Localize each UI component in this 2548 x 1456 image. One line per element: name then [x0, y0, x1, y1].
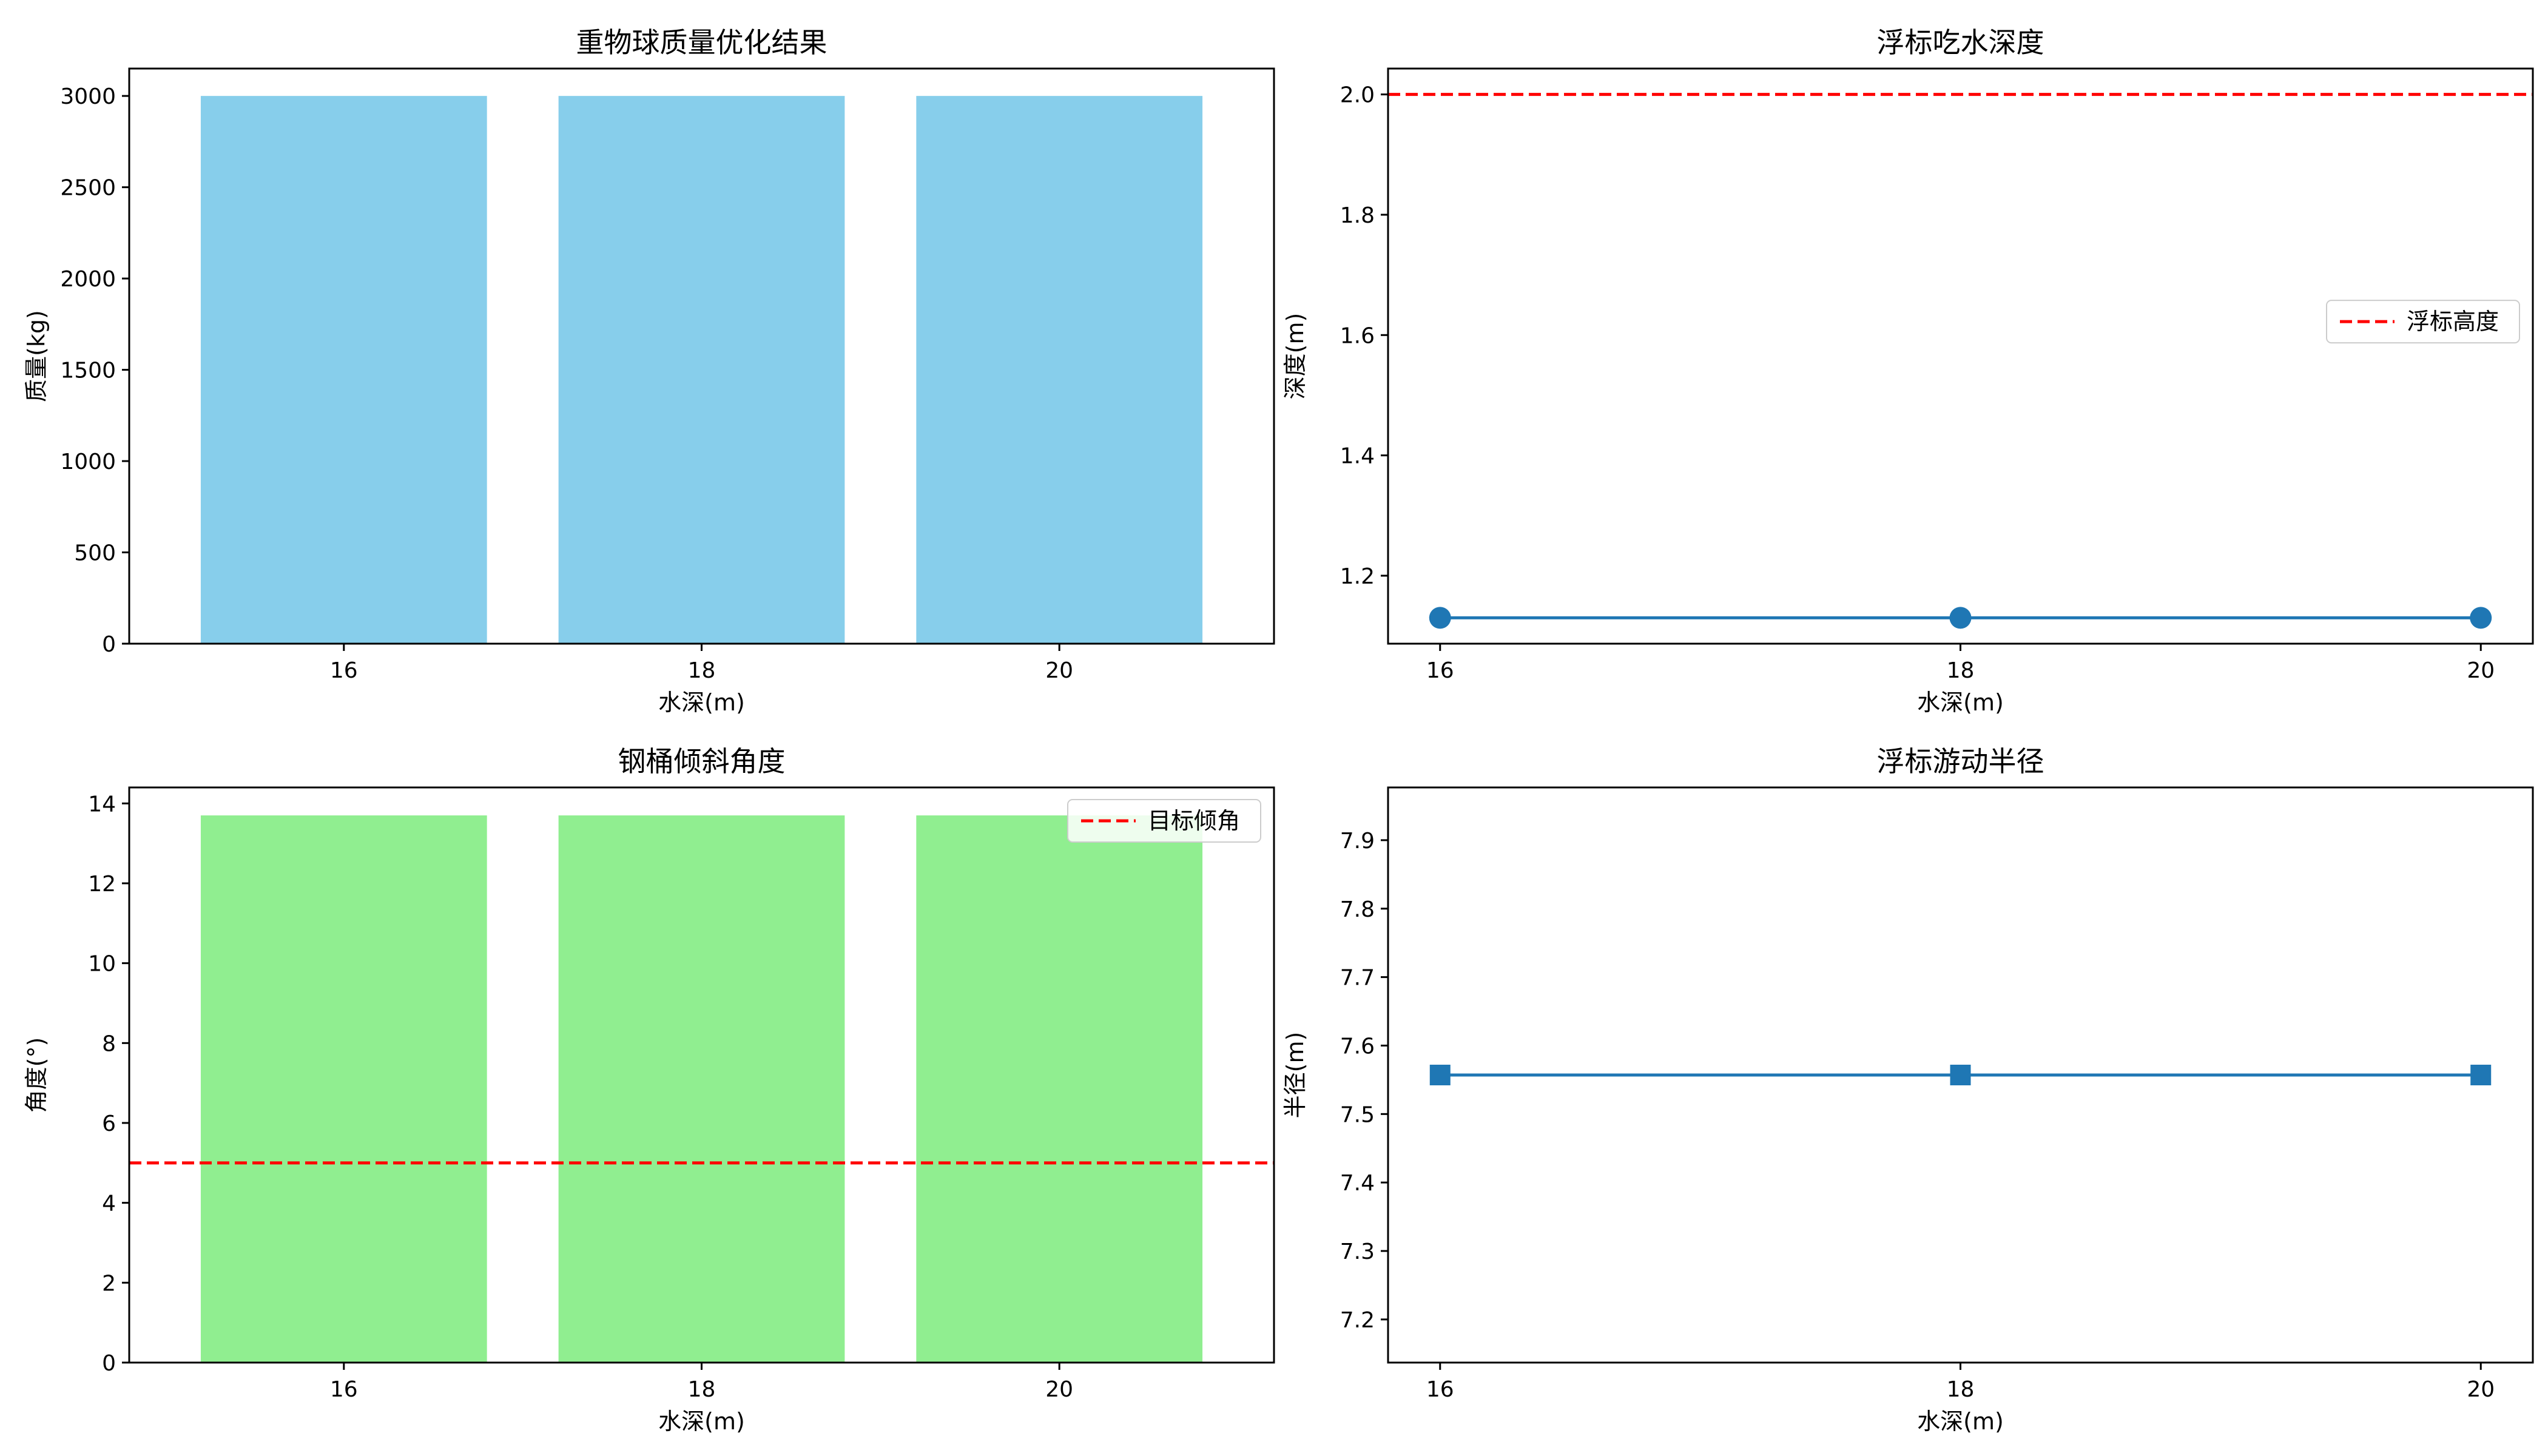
y-tick-label: 2000 — [60, 267, 116, 292]
data-point-20 — [2470, 1065, 2492, 1085]
y-tick-label: 7.3 — [1340, 1239, 1375, 1264]
x-tick-label: 20 — [1045, 658, 1073, 683]
bar-16 — [200, 96, 487, 644]
chart-panel-1: 0 500 1000 1500 2000 2500 3000 16 18 20 重物球质量优化结果水… — [23, 26, 1275, 716]
bar-20 — [916, 815, 1203, 1363]
data-point-18 — [1949, 607, 1972, 629]
legend: 目标倾角 — [1067, 799, 1261, 843]
x-tick-label: 18 — [688, 658, 716, 683]
x-axis-label: 水深(m) — [1917, 1408, 2004, 1435]
y-tick-label: 1.2 — [1340, 564, 1375, 589]
chart-title: 浮标吃水深度 — [1877, 26, 2044, 59]
y-axis-label: 半径(m) — [1282, 1032, 1309, 1119]
y-tick-label: 7.4 — [1340, 1171, 1375, 1196]
legend-label: 浮标高度 — [2407, 308, 2499, 335]
x-tick-label: 18 — [1947, 658, 1975, 683]
y-tick-label: 1.6 — [1340, 323, 1375, 348]
y-tick-label: 6 — [102, 1111, 116, 1136]
y-axis-label: 深度(m) — [1282, 313, 1309, 400]
data-point-18 — [1950, 1065, 1971, 1085]
y-axis-label: 角度(°) — [23, 1037, 50, 1113]
legend-label: 目标倾角 — [1148, 807, 1240, 834]
x-tick-label: 20 — [1045, 1377, 1073, 1402]
bar-16 — [200, 815, 487, 1363]
x-tick-label: 20 — [2467, 1377, 2495, 1402]
y-tick-label: 7.9 — [1340, 829, 1375, 854]
x-tick-label: 16 — [330, 658, 358, 683]
x-tick-label: 16 — [330, 1377, 358, 1402]
x-axis-label: 水深(m) — [658, 1408, 745, 1435]
x-axis-label: 水深(m) — [1917, 689, 2004, 716]
data-point-16 — [1429, 1065, 1451, 1085]
y-tick-label: 2.0 — [1340, 83, 1375, 108]
y-tick-label: 7.2 — [1340, 1308, 1375, 1333]
y-tick-label: 12 — [88, 872, 116, 897]
y-tick-label: 500 — [74, 541, 116, 566]
y-tick-label: 8 — [102, 1031, 116, 1056]
y-tick-label: 1.8 — [1340, 203, 1375, 228]
y-tick-label: 7.5 — [1340, 1102, 1375, 1127]
y-tick-label: 1500 — [60, 359, 116, 383]
chart-title: 钢桶倾斜角度 — [618, 745, 786, 778]
legend: 浮标高度 — [2326, 300, 2520, 344]
data-point-16 — [1429, 607, 1451, 629]
y-tick-label: 3000 — [60, 84, 116, 109]
chart-title: 重物球质量优化结果 — [576, 26, 827, 59]
chart-title: 浮标游动半径 — [1877, 745, 2044, 778]
y-axis-label: 质量(kg) — [23, 310, 50, 402]
y-tick-label: 4 — [102, 1191, 116, 1216]
y-tick-label: 10 — [88, 952, 116, 977]
y-tick-label: 7.8 — [1340, 897, 1375, 922]
legend-box — [2326, 300, 2520, 344]
x-tick-label: 18 — [688, 1377, 716, 1402]
y-tick-label: 7.7 — [1340, 966, 1375, 991]
y-tick-label: 0 — [102, 632, 116, 657]
y-tick-label: 14 — [88, 792, 116, 817]
y-tick-label: 7.6 — [1340, 1034, 1375, 1059]
y-tick-label: 2500 — [60, 176, 116, 201]
x-tick-label: 16 — [1426, 658, 1454, 683]
bar-18 — [558, 815, 845, 1363]
y-tick-label: 1000 — [60, 450, 116, 474]
x-axis-label: 水深(m) — [658, 689, 745, 716]
y-tick-label: 2 — [102, 1271, 116, 1296]
y-tick-label: 1.4 — [1340, 444, 1375, 469]
axes-frame — [1387, 67, 2534, 645]
x-tick-label: 20 — [2467, 658, 2495, 683]
y-tick-label: 0 — [102, 1351, 116, 1376]
bar-18 — [558, 96, 845, 644]
x-tick-label: 18 — [1947, 1377, 1975, 1402]
legend-box — [1067, 799, 1261, 843]
bar-20 — [916, 96, 1203, 644]
chart-panel-4: 7.2 7.3 7.4 7.5 7.6 7.7 7.8 7.9 16 18 20 浮标游动半径水深(m… — [1282, 745, 2534, 1435]
data-point-20 — [2470, 607, 2492, 629]
x-tick-label: 16 — [1426, 1377, 1454, 1402]
